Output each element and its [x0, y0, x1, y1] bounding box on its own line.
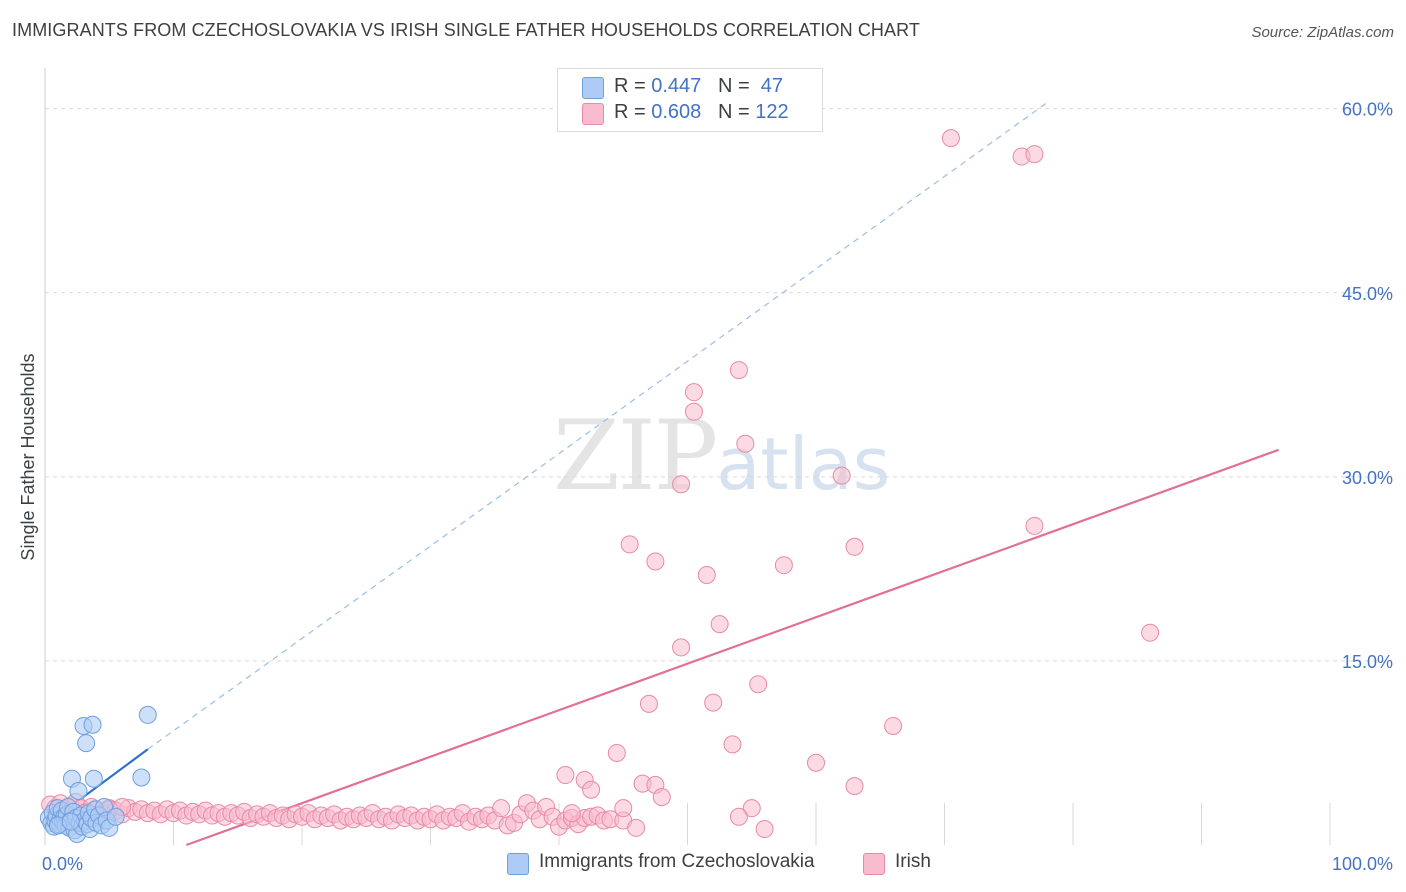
legend-n-label: N =	[717, 75, 750, 97]
czechoslovakia-point	[69, 782, 88, 801]
irish-point	[672, 638, 691, 657]
irish-point	[556, 766, 575, 785]
irish-point	[562, 804, 581, 823]
czechoslovakia-point	[132, 768, 151, 787]
czechoslovakia-point	[84, 769, 103, 788]
irish-point	[729, 361, 748, 380]
legend-n-value: 47	[760, 75, 784, 97]
irish-point	[845, 777, 864, 796]
irish-point	[646, 552, 665, 571]
source-credit: Source: ZipAtlas.com	[1251, 24, 1394, 41]
irish-point	[755, 820, 774, 839]
czechoslovakia-points	[39, 705, 157, 843]
irish-point	[723, 735, 742, 754]
czechoslovakia-point	[83, 715, 102, 734]
legend-swatch-pink	[582, 103, 604, 125]
irish-point	[684, 402, 703, 421]
irish-points	[41, 129, 1160, 839]
irish-point	[832, 466, 851, 485]
y-tick-label: 60.0%	[1342, 100, 1393, 120]
y-tick-label: 45.0%	[1342, 284, 1393, 304]
irish-point	[639, 694, 658, 713]
x-tick-label: 100.0%	[1332, 854, 1393, 874]
y-tick-label: 30.0%	[1342, 468, 1393, 488]
irish-point	[1025, 516, 1044, 535]
irish-point	[884, 716, 903, 735]
irish-point	[672, 475, 691, 494]
irish-point	[807, 753, 825, 772]
tick-labels: 15.0% 30.0% 45.0% 60.0% 0.0% 100.0% Single Fat…	[18, 100, 1393, 874]
legend-n-value: 122	[755, 101, 789, 123]
irish-point	[492, 799, 511, 818]
legend-r-value: 0.447	[651, 75, 702, 97]
y-tick-label: 15.0%	[1342, 652, 1393, 672]
bottom-legend-swatch-pink	[863, 853, 885, 875]
irish-point	[1025, 145, 1044, 164]
irish-point	[774, 556, 793, 575]
bottom-legend-swatch-blue	[507, 853, 529, 875]
irish-point	[620, 535, 639, 554]
irish-point	[607, 743, 626, 762]
irish-point	[652, 788, 671, 807]
irish-point	[614, 799, 633, 818]
chart-title: IMMIGRANTS FROM CZECHOSLOVAKIA VS IRISH …	[12, 20, 920, 40]
irish-point	[941, 129, 960, 148]
legend-swatch-blue	[582, 77, 604, 99]
irish-point	[684, 383, 703, 402]
irish-point	[1141, 623, 1160, 642]
irish-point	[736, 434, 755, 453]
czechoslovakia-point	[106, 807, 125, 826]
irish-point	[742, 799, 761, 818]
legend-r-label: R =	[614, 101, 646, 123]
irish-point	[845, 537, 864, 556]
irish-point	[697, 566, 716, 585]
czechoslovakia-trend-extension	[147, 102, 1048, 750]
irish-point	[710, 615, 729, 634]
irish-point	[729, 807, 748, 826]
correlation-legend: R = 0.447 N = 47 R = 0.608 N = 122	[557, 68, 823, 132]
legend-r-label: R =	[614, 75, 646, 97]
czechoslovakia-point	[77, 734, 96, 753]
irish-point	[749, 675, 768, 694]
bottom-legend-label: Irish	[895, 851, 931, 872]
bottom-legend-label: Immigrants from Czechoslovakia	[539, 851, 815, 872]
czechoslovakia-point	[61, 812, 80, 831]
irish-point	[704, 693, 723, 712]
legend-n-label: N =	[717, 101, 750, 123]
y-axis-label: Single Father Households	[18, 353, 38, 560]
x-tick-label: 0.0%	[42, 854, 83, 874]
trend-lines	[44, 102, 1279, 847]
irish-point	[582, 780, 601, 799]
grid-lines	[44, 108, 1392, 845]
czechoslovakia-point	[138, 705, 157, 724]
irish-point	[627, 818, 646, 837]
irish-trend-line	[185, 448, 1279, 847]
legend-r-value: 0.608	[651, 101, 702, 123]
